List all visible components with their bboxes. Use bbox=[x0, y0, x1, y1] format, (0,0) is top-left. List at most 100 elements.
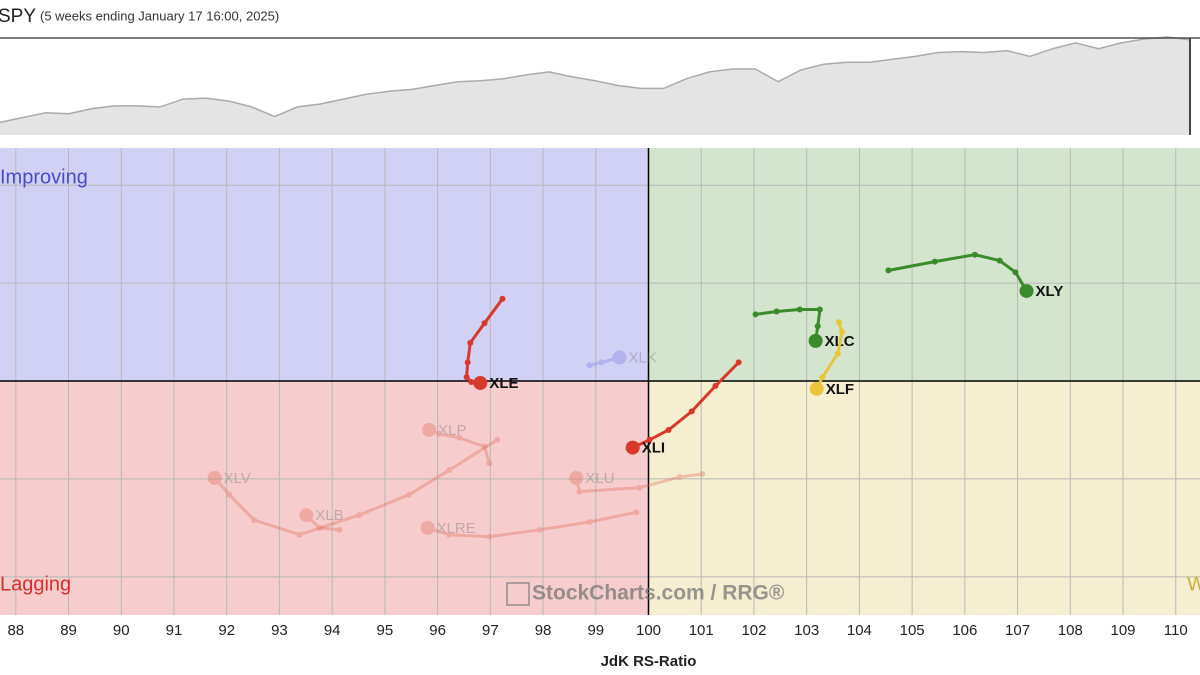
trail-point bbox=[931, 258, 938, 265]
x-tick-label: 88 bbox=[7, 622, 24, 639]
trail-point bbox=[633, 509, 640, 516]
trail-point bbox=[586, 518, 593, 525]
head-point bbox=[207, 470, 222, 485]
x-tick-label: 96 bbox=[429, 622, 446, 639]
trail bbox=[426, 510, 638, 539]
x-tick-label: 89 bbox=[60, 622, 77, 639]
head-point bbox=[625, 440, 640, 455]
x-tick-label: 108 bbox=[1058, 622, 1083, 639]
quadrant-label: Improving bbox=[0, 166, 88, 188]
trail-point bbox=[467, 339, 474, 346]
x-tick-label: 90 bbox=[113, 622, 130, 639]
trail-point bbox=[494, 436, 501, 443]
trail-point bbox=[536, 526, 543, 533]
trail-point bbox=[446, 531, 453, 538]
trail bbox=[886, 253, 1028, 293]
head-point bbox=[420, 520, 435, 535]
trail-point bbox=[576, 488, 583, 495]
x-tick-label: 106 bbox=[952, 622, 977, 639]
trail-point bbox=[839, 329, 846, 336]
trail-point bbox=[688, 408, 695, 415]
trail-point bbox=[885, 267, 892, 274]
trail-point bbox=[676, 473, 683, 480]
x-tick-label: 110 bbox=[1164, 622, 1188, 639]
trail bbox=[588, 356, 621, 367]
watermark: StockCharts.com / RRG® bbox=[532, 582, 785, 605]
trail-point bbox=[796, 306, 803, 313]
trail-point bbox=[773, 308, 780, 315]
x-tick-label: 103 bbox=[794, 622, 819, 639]
trail bbox=[631, 360, 741, 450]
x-tick-label: 93 bbox=[271, 622, 288, 639]
quadrant-label: Lagging bbox=[0, 573, 71, 595]
trail-point bbox=[499, 295, 506, 302]
series: XLF bbox=[809, 319, 854, 398]
x-tick-label: 98 bbox=[535, 622, 552, 639]
head-point bbox=[809, 381, 824, 396]
x-tick-label: 95 bbox=[377, 622, 394, 639]
series-label: XLRE bbox=[437, 520, 476, 537]
trail-point bbox=[814, 323, 821, 330]
trail-point bbox=[406, 491, 413, 498]
quadrant-label: W bbox=[1187, 573, 1200, 595]
x-tick-label: 97 bbox=[482, 622, 499, 639]
trail-point bbox=[996, 257, 1003, 264]
x-tick-label: 100 bbox=[636, 622, 661, 639]
quadrant-weakening bbox=[648, 381, 1200, 615]
trail-point bbox=[296, 531, 303, 538]
series: XLV bbox=[207, 436, 501, 538]
trail-point bbox=[486, 533, 493, 540]
series-label: XLB bbox=[315, 507, 343, 524]
series-label: XLV bbox=[224, 470, 251, 487]
trail-point bbox=[316, 524, 323, 531]
trail-point bbox=[819, 374, 826, 381]
series-label: XLK bbox=[629, 349, 657, 366]
trail-point bbox=[463, 374, 470, 381]
x-tick-label: 92 bbox=[218, 622, 235, 639]
x-axis-title: JdK RS-Ratio bbox=[601, 653, 697, 670]
trail-point bbox=[456, 434, 463, 441]
trail-point bbox=[251, 517, 258, 524]
trail bbox=[427, 428, 491, 465]
spy-panel bbox=[0, 36, 1200, 135]
series: XLI bbox=[625, 359, 742, 457]
series: XLB bbox=[299, 507, 344, 533]
trail-point bbox=[598, 359, 605, 366]
trail-point bbox=[1012, 269, 1019, 276]
trail-point bbox=[699, 471, 706, 478]
series-label: XLP bbox=[438, 422, 466, 439]
trail-point bbox=[481, 320, 488, 327]
spy-line bbox=[0, 36, 1191, 124]
head-point bbox=[422, 422, 437, 437]
trail bbox=[304, 513, 341, 532]
trail-point bbox=[436, 430, 443, 437]
x-tick-label: 109 bbox=[1111, 622, 1136, 639]
trail-point bbox=[834, 350, 841, 357]
trail-point bbox=[464, 359, 471, 366]
trail-point bbox=[446, 467, 453, 474]
series: XLRE bbox=[420, 509, 640, 540]
trail bbox=[574, 472, 704, 494]
quadrant-improving bbox=[0, 148, 649, 382]
trail-point bbox=[712, 382, 719, 389]
head-point bbox=[1019, 283, 1034, 298]
x-tick-label: 105 bbox=[900, 622, 925, 639]
series-label: XLY bbox=[1036, 283, 1064, 300]
trail-point bbox=[486, 460, 493, 467]
x-tick-label: 104 bbox=[847, 622, 872, 639]
trail-point bbox=[665, 426, 672, 433]
spy-area bbox=[0, 37, 1190, 135]
trail-point bbox=[835, 319, 842, 326]
series: XLY bbox=[885, 251, 1064, 300]
x-tick-label: 99 bbox=[587, 622, 604, 639]
series-label: XLE bbox=[489, 375, 518, 392]
x-tick-label: 107 bbox=[1005, 622, 1030, 639]
x-tick-label: 102 bbox=[741, 622, 766, 639]
trail bbox=[213, 438, 499, 537]
series: XLE bbox=[463, 295, 519, 392]
head-point bbox=[808, 333, 823, 348]
trail-point bbox=[481, 443, 488, 450]
rrg-panel: Improving Lagging W StockCharts.com / RRG® 8… bbox=[0, 148, 1200, 670]
watermark-icon bbox=[506, 582, 530, 606]
